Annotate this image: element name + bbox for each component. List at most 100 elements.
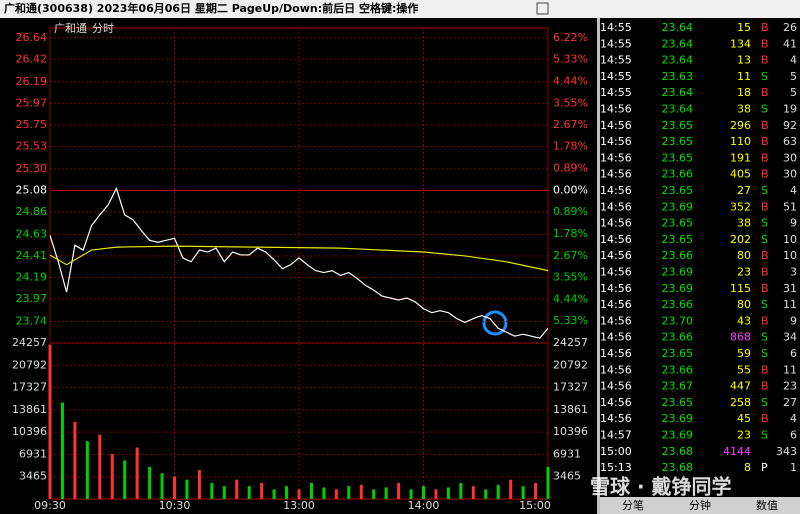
trade-volume: 868	[730, 331, 751, 344]
trade-count: 4	[790, 412, 797, 425]
volume-bar	[98, 434, 102, 499]
trade-count: 41	[783, 37, 797, 50]
y-tick-label: 25.30	[16, 162, 48, 175]
volume-bar	[60, 402, 64, 499]
trade-count: 26	[783, 21, 797, 34]
volume-bar	[509, 479, 513, 499]
trade-side: S	[761, 184, 768, 197]
trade-volume: 352	[730, 200, 751, 213]
volume-tick-label: 24257	[12, 336, 47, 349]
y2-tick-label: 1.78%	[553, 140, 588, 153]
trade-time: 14:56	[600, 396, 632, 409]
volume-tick-label: 10396	[553, 425, 588, 438]
trade-price: 23.70	[662, 314, 694, 327]
trade-time: 14:55	[600, 21, 632, 34]
trade-count: 51	[783, 200, 797, 213]
trade-time: 14:56	[600, 151, 632, 164]
volume-bar	[135, 447, 139, 499]
trade-volume: 38	[737, 103, 751, 116]
volume-bar	[123, 460, 127, 499]
trade-count: 3	[790, 266, 797, 279]
volume-bar	[322, 487, 326, 499]
trade-price: 23.69	[662, 412, 694, 425]
volume-bar	[210, 482, 214, 499]
trade-side: S	[761, 298, 768, 311]
trade-volume: 191	[730, 151, 751, 164]
trade-side: B	[761, 412, 769, 425]
highlight-circle	[482, 310, 508, 336]
trade-count: 10	[783, 249, 797, 262]
trade-side: S	[761, 217, 768, 230]
trade-time: 14:56	[600, 314, 632, 327]
trade-count: 6	[790, 347, 797, 360]
trade-volume: 18	[737, 86, 751, 99]
tab[interactable]: 分钟	[689, 498, 711, 512]
trade-price: 23.66	[662, 298, 694, 311]
trade-volume: 27	[737, 184, 751, 197]
tab[interactable]: 数值	[756, 499, 778, 512]
y2-tick-label: 4.44%	[553, 292, 588, 305]
trade-price: 23.68	[662, 461, 694, 474]
x-tick-label: 15:00	[519, 499, 551, 512]
trade-volume: 13	[737, 54, 751, 67]
volume-bar	[397, 482, 401, 499]
trade-count: 6	[790, 429, 797, 442]
trade-price: 23.69	[662, 429, 694, 442]
volume-bar	[372, 489, 376, 499]
volume-bar	[384, 487, 388, 499]
trade-count: 34	[783, 331, 797, 344]
trade-side: P	[761, 461, 768, 474]
trade-volume: 134	[730, 37, 751, 50]
y2-tick-label: 5.33%	[553, 53, 588, 66]
y-tick-label: 24.63	[16, 227, 48, 240]
trade-side: B	[761, 314, 769, 327]
trade-volume: 296	[730, 119, 751, 132]
trade-price: 23.65	[662, 151, 694, 164]
y-tick-label: 23.74	[16, 314, 48, 327]
trade-volume: 45	[737, 412, 751, 425]
y-tick-label: 26.64	[16, 31, 48, 44]
volume-bar	[409, 489, 413, 499]
trade-price: 23.66	[662, 331, 694, 344]
trade-side: B	[761, 363, 769, 376]
y-tick-label: 24.41	[16, 249, 48, 262]
trade-volume: 43	[737, 314, 751, 327]
y-tick-label: 24.19	[16, 270, 48, 283]
trade-side: B	[761, 168, 769, 181]
volume-bar	[459, 482, 463, 499]
trade-volume: 80	[737, 249, 751, 262]
trade-time: 14:56	[600, 200, 632, 213]
trade-volume: 202	[730, 233, 751, 246]
trade-price: 23.65	[662, 217, 694, 230]
window-button[interactable]	[536, 2, 549, 15]
trade-side: S	[761, 429, 768, 442]
price-line	[49, 186, 549, 339]
trade-price: 23.66	[662, 249, 694, 262]
trade-volume: 55	[737, 363, 751, 376]
y-tick-label: 25.53	[16, 139, 48, 152]
trade-count: 30	[783, 151, 797, 164]
volume-bar	[73, 421, 77, 499]
y2-tick-label: 4.44%	[553, 74, 588, 87]
volume-bar	[85, 441, 89, 499]
title-bar	[0, 0, 800, 18]
trade-price: 23.64	[662, 37, 694, 50]
trade-price: 23.69	[662, 282, 694, 295]
volume-bar	[534, 482, 538, 499]
volume-bar	[521, 486, 525, 499]
trade-price: 23.65	[662, 119, 694, 132]
volume-bar	[260, 482, 264, 499]
trade-time: 14:56	[600, 363, 632, 376]
trade-volume: 447	[730, 380, 751, 393]
trade-volume: 38	[737, 217, 751, 230]
separator	[597, 18, 600, 514]
tab[interactable]: 分笔	[622, 498, 644, 512]
trade-count: 92	[783, 119, 797, 132]
trade-count: 4	[790, 54, 797, 67]
chart-layer: 26.64 26.42 26.19 25.97 25.75 25.53 25.30 25.08…	[12, 21, 797, 512]
y-tick-label: 26.19	[16, 75, 48, 88]
volume-bar	[434, 489, 438, 499]
trade-side: B	[761, 119, 769, 132]
trade-volume: 59	[737, 347, 751, 360]
trade-count: 5	[790, 70, 797, 83]
